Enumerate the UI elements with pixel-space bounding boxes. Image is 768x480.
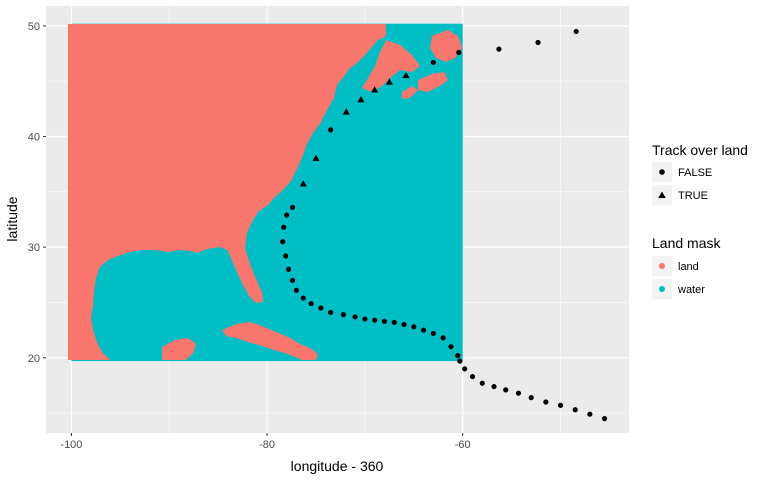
track-point-true: [357, 96, 365, 103]
track-point-false: [285, 266, 292, 272]
track-point-false: [457, 358, 463, 364]
land-region-mainland: [68, 24, 386, 360]
land-region-maritimes-2: [418, 72, 448, 92]
track-point-false: [543, 399, 549, 405]
track-point-true: [371, 86, 379, 93]
y-tick-label: 30: [28, 242, 40, 254]
track-point-false: [462, 366, 468, 372]
legend-landmask-title: Land mask: [652, 235, 721, 251]
track-point-false: [318, 305, 324, 311]
track-point-true: [299, 180, 307, 187]
track-point-false: [535, 39, 541, 46]
legend-land-mask: Land mask land water: [652, 235, 721, 299]
legend-track-title: Track over land: [652, 142, 748, 158]
track-point-false: [469, 373, 476, 380]
y-tick-label: 50: [28, 21, 40, 33]
track-point-true: [402, 71, 410, 79]
track-point-false: [448, 344, 454, 350]
track-point-false: [496, 46, 502, 52]
land-region-yucatan: [162, 338, 196, 360]
x-tick-label: -60: [455, 439, 471, 451]
track-point-true: [385, 78, 393, 85]
x-tick-label: -100: [60, 439, 82, 451]
land-region-maritimes: [362, 40, 420, 92]
legend-label-water: water: [677, 284, 705, 296]
legend-label-land: land: [678, 261, 699, 273]
track-point-false: [420, 327, 427, 333]
track-point-false: [352, 314, 358, 320]
track-point-false: [440, 335, 446, 341]
track-point-false: [455, 352, 461, 359]
track-point-false: [289, 204, 296, 210]
land-region-maritimes-3: [402, 86, 418, 99]
track-point-false: [391, 319, 397, 325]
legend-key-triangle: [658, 191, 666, 198]
legend-key-circle: [659, 169, 665, 175]
track-points: [280, 28, 608, 422]
track-point-false: [300, 295, 306, 301]
y-tick-label: 40: [28, 132, 40, 144]
y-tick-label: 20: [28, 353, 40, 365]
track-point-false: [503, 387, 509, 393]
y-axis-title: latitude: [4, 196, 20, 241]
track-point-false: [293, 287, 300, 293]
track-point-false: [340, 312, 346, 318]
track-point-false: [456, 49, 462, 56]
track-point-false: [515, 390, 522, 396]
track-point-false: [573, 28, 579, 35]
track-point-false: [328, 127, 334, 133]
land-region-cuba: [222, 322, 318, 360]
track-point-false: [528, 395, 534, 401]
track-point-false: [491, 383, 497, 390]
track-point-false: [372, 317, 378, 323]
track-point-false: [587, 411, 593, 417]
x-axis-title: longitude - 360: [291, 458, 384, 474]
track-point-false: [411, 324, 417, 330]
track-point-false: [362, 316, 368, 322]
track-point-false: [430, 330, 436, 337]
track-point-false: [280, 239, 286, 245]
y-axis-ticks: 20 30 40 50: [28, 21, 46, 365]
track-point-false: [401, 321, 407, 328]
track-point-false: [479, 380, 485, 386]
track-point-false: [289, 277, 296, 283]
track-point-false: [283, 253, 289, 259]
x-axis-ticks: -100 -80 -60: [60, 433, 471, 451]
track-point-true: [312, 154, 320, 162]
track-point-false: [381, 318, 388, 324]
legend-label-true: TRUE: [678, 190, 708, 202]
land-region-newfoundland: [430, 30, 462, 62]
track-point-false: [601, 416, 608, 422]
legend-label-false: FALSE: [678, 167, 712, 179]
track-point-false: [284, 212, 290, 218]
track-point-false: [308, 300, 314, 307]
land-mask-layer: [68, 23, 463, 362]
track-point-true: [342, 108, 350, 115]
legend-key-water: [659, 286, 665, 292]
x-tick-label: -80: [259, 439, 275, 451]
track-point-false: [281, 224, 287, 230]
legend-key-land: [659, 263, 665, 269]
track-point-false: [430, 59, 436, 66]
track-point-false: [557, 402, 564, 408]
legend-track-over-land: Track over land FALSE TRUE: [652, 142, 748, 205]
track-point-false: [572, 407, 578, 413]
track-point-false: [328, 309, 334, 316]
